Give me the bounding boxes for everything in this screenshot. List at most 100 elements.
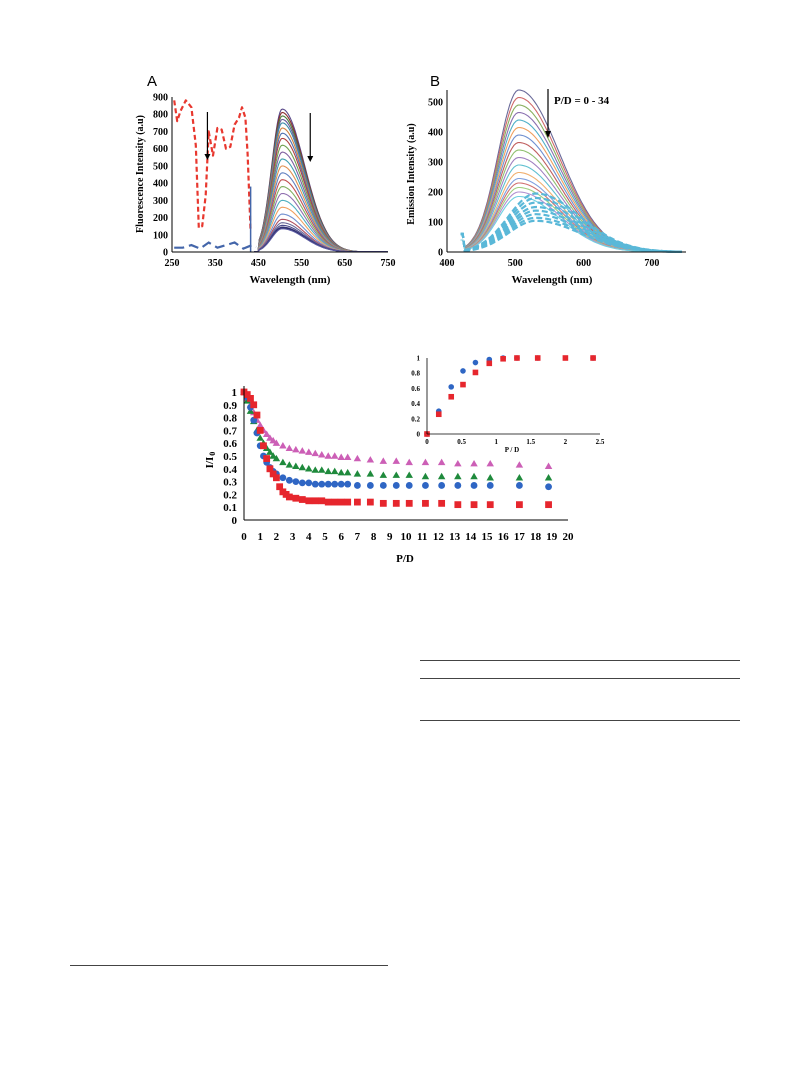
scatter-xtick-label: 13 <box>449 531 461 543</box>
scatter-point <box>392 482 400 489</box>
scatter-point <box>337 468 345 476</box>
scatter-xtick-label: 3 <box>290 531 296 543</box>
panel-b-ytick-label: 0 <box>438 248 443 259</box>
scatter-point <box>344 498 352 506</box>
scatter-xtick-label: 0 <box>241 531 247 543</box>
scatter-point <box>515 461 524 468</box>
panel-b-chart: B Wavelength (nm) Emission Intensity (a.… <box>406 73 686 286</box>
scatter-point <box>353 454 362 462</box>
scatter-point <box>379 471 388 478</box>
scatter-point <box>311 449 320 457</box>
scatter-point <box>392 457 401 464</box>
scatter-point <box>311 480 319 488</box>
scatter-point <box>516 482 523 489</box>
scatter-point <box>454 501 462 509</box>
scatter-xtick-label: 2 <box>274 531 280 543</box>
scatter-ylabel: I/I <box>204 457 216 469</box>
scatter-xtick-label: 10 <box>401 531 413 543</box>
scatter-point <box>454 482 462 489</box>
quench-arrow-head <box>204 154 211 160</box>
scatter-xtick-label: 1 <box>257 531 263 543</box>
scatter-xtick-label: 18 <box>530 531 542 543</box>
svg-text:I/I0: I/I0 <box>204 452 217 469</box>
panel-b-xtick-label: 400 <box>440 258 455 269</box>
inset-xtick-label: 1 <box>494 438 498 446</box>
inset-scatter-chart: P / D 0 0.2 0.4 0.6 0.8 1 0 0.5 1 1.5 2 2.5 <box>411 355 605 455</box>
scatter-point <box>298 479 306 487</box>
panel-a-ytick-label: 0 <box>163 248 168 259</box>
scatter-point <box>262 430 271 437</box>
panel-b-ytick-label: 500 <box>428 98 443 109</box>
panel-a-ytick-label: 800 <box>153 110 168 121</box>
scatter-xtick-label: 7 <box>355 531 361 543</box>
panel-b-label: B <box>430 73 440 90</box>
scatter-point <box>285 493 293 501</box>
panel-a-ytick-label: 600 <box>153 144 168 155</box>
scatter-point <box>279 442 287 449</box>
scatter-point <box>324 467 332 475</box>
scatter-point <box>253 411 261 419</box>
scatter-point <box>266 465 274 473</box>
scatter-point <box>269 470 277 478</box>
panel-b-xtick-label: 500 <box>508 258 523 269</box>
scatter-point <box>266 434 274 441</box>
inset-point <box>460 381 466 388</box>
inset-xtick-label: 0 <box>425 438 429 446</box>
scatter-point <box>470 459 478 467</box>
panel-a-ytick-label: 100 <box>153 230 168 241</box>
panel-a-label: A <box>147 73 157 90</box>
scatter-point <box>438 499 446 507</box>
panel-b-ytick-label: 300 <box>428 158 443 169</box>
scatter-point <box>379 482 387 489</box>
scatter-point <box>305 497 313 505</box>
panel-a-ytick-label: 700 <box>153 127 168 138</box>
scatter-point <box>305 479 313 487</box>
scatter-point <box>437 458 446 466</box>
panel-a-ytick-label: 500 <box>153 161 168 172</box>
panel-a-ytick-label: 300 <box>153 196 168 207</box>
scatter-point <box>486 501 494 509</box>
scatter-ytick-label: 0.4 <box>223 464 237 476</box>
scatter-ytick-label: 0.5 <box>223 451 237 463</box>
inset-point <box>448 384 455 390</box>
scatter-xtick-label: 14 <box>465 531 477 543</box>
quench-arrow-head <box>545 131 551 138</box>
scatter-xtick-label: 17 <box>514 531 526 543</box>
panel-a-xtick-label: 750 <box>381 258 396 269</box>
scatter-point <box>318 480 326 488</box>
panel-a-ytick-label: 200 <box>153 213 168 224</box>
scatter-point <box>260 442 267 450</box>
scatter-xtick-label: 5 <box>322 531 328 543</box>
scatter-point <box>343 453 352 460</box>
scatter-point <box>331 480 339 488</box>
scatter-point <box>392 471 401 478</box>
scatter-point <box>305 465 313 472</box>
panel-b-ytick-label: 200 <box>428 188 443 199</box>
scatter-point <box>298 496 306 503</box>
scatter-point <box>422 482 429 489</box>
panel-b-xtick-label: 700 <box>644 258 659 269</box>
quenching-scatter-chart: P/D I/I0 00.10.20.30.40.50.60.70.80.910 1… <box>204 386 574 565</box>
scatter-xtick-label: 20 <box>563 531 575 543</box>
scatter-xtick-label: 6 <box>338 531 344 543</box>
scatter-ytick-label: 0.3 <box>223 477 237 489</box>
scatter-point <box>331 498 339 506</box>
inset-xlabel: P / D <box>505 446 519 454</box>
inset-point <box>472 369 479 376</box>
inset-xtick-label: 0.5 <box>457 438 466 446</box>
scatter-point <box>516 501 523 509</box>
scatter-point <box>285 476 293 484</box>
scatter-point <box>311 497 319 505</box>
scatter-point <box>405 458 413 466</box>
scatter-point <box>263 455 271 462</box>
inset-point <box>534 355 541 361</box>
panel-b-xlabel: Wavelength (nm) <box>512 274 593 286</box>
scatter-point <box>285 444 294 452</box>
scatter-ytick-label: 0.6 <box>223 438 237 450</box>
scatter-point <box>379 499 387 507</box>
scatter-point <box>247 395 254 402</box>
scatter-point <box>354 498 361 506</box>
table-rule-header <box>420 678 740 679</box>
scatter-point <box>337 453 345 460</box>
quenched-emission-line <box>460 196 682 253</box>
